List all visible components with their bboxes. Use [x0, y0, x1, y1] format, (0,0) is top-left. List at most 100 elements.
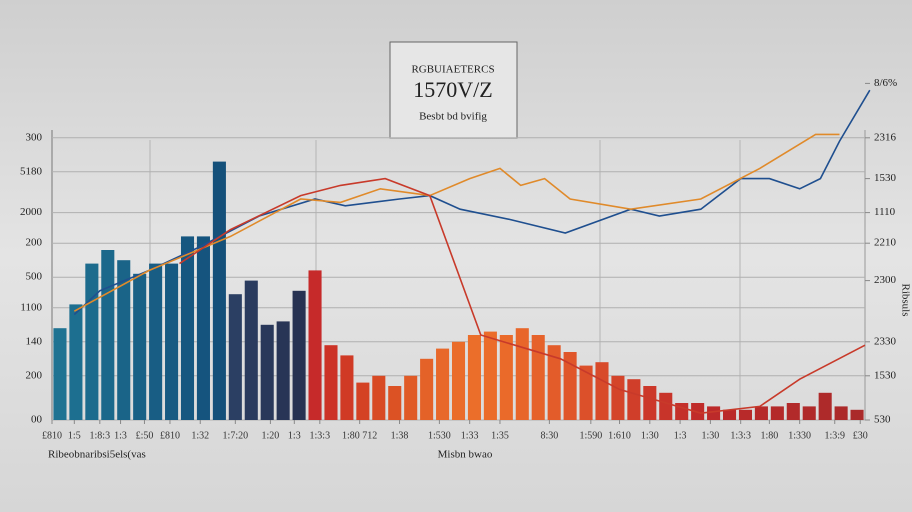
y-tick-label: 300 [26, 131, 43, 143]
x-tick-label: 1:3:3 [730, 430, 751, 441]
x-tick-label: 1:80 [760, 430, 778, 441]
x-tick-label: 1:30 [702, 430, 720, 441]
y2-tick-label: 1110 [874, 206, 896, 218]
y-tick-label: 2000 [20, 206, 43, 218]
bar [324, 345, 338, 420]
bar [850, 409, 864, 420]
bar [818, 392, 832, 420]
y2-tick-label: 2210 [874, 237, 897, 249]
bar [356, 382, 370, 420]
x-tick-label: 1:330 [788, 430, 811, 441]
x-tick-label: 1:8:3 [90, 430, 111, 441]
bar [643, 386, 657, 420]
bar [196, 236, 210, 420]
y-tick-label: 1100 [20, 301, 42, 313]
bar [420, 358, 434, 420]
x-tick-label: 1:32 [191, 430, 209, 441]
x-tick-label: 1:80 712 [342, 430, 377, 441]
y2-axis-label: Ribsuls [899, 283, 911, 316]
bar [292, 290, 306, 420]
y2-tick-label: 2316 [874, 131, 897, 143]
title-box [389, 41, 518, 139]
x-tick-label: 1:20 [262, 430, 280, 441]
x-tick-label: 1:3:3 [310, 430, 331, 441]
bar [515, 328, 529, 420]
x-tick-label: 1:3 [288, 430, 301, 441]
bar [770, 406, 784, 420]
bar [659, 392, 673, 420]
bar [85, 263, 99, 420]
bar [308, 270, 322, 420]
bar [133, 273, 147, 420]
line [73, 133, 840, 312]
x-axis-label: Misbn bwao [438, 449, 493, 461]
x-tick-label: £810 [160, 430, 180, 441]
bar [707, 406, 721, 420]
x-tick-label: £30 [853, 430, 868, 441]
x-tick-label: 1:610 [608, 430, 631, 441]
y2-tick-label: 1530 [874, 172, 897, 184]
bar [260, 324, 274, 420]
bar [69, 304, 83, 420]
x-tick-label: 1:3 [114, 430, 127, 441]
bar [372, 375, 386, 420]
bar [595, 362, 609, 420]
bar [101, 250, 115, 420]
y2-tick-label: 530 [874, 414, 891, 426]
bar [149, 263, 163, 420]
bar [451, 341, 466, 420]
bar [738, 409, 753, 420]
x-tick-label: 1:3 [674, 430, 687, 441]
bar [786, 403, 800, 420]
bar [165, 263, 179, 420]
bar [579, 365, 593, 420]
bar [611, 375, 625, 420]
x-tick-label: 1:30 [641, 430, 659, 441]
y2-tick-label: 1530 [874, 369, 897, 381]
bar [388, 386, 402, 420]
y-tick-label: 140 [26, 335, 43, 347]
bar [228, 294, 242, 420]
x-tick-label: 1:3:9 [824, 430, 845, 441]
y-tick-label: 5180 [20, 165, 43, 177]
x-tick-label: 8:30 [540, 430, 558, 441]
bar [563, 352, 577, 420]
x-tick-label: 1:590 [579, 430, 602, 441]
chart-caption: Besbt bd bvifig [419, 111, 487, 123]
bar [340, 355, 354, 420]
bar [404, 375, 418, 420]
x-tick-label: 1:35 [491, 430, 509, 441]
bar [531, 335, 545, 420]
y-tick-label: 500 [26, 271, 43, 283]
x-tick-label: £810 [42, 430, 62, 441]
bar [244, 280, 258, 420]
bar [436, 348, 450, 420]
x-tick-label: 1:33 [461, 430, 479, 441]
y2-tick-label: 2330 [874, 335, 897, 347]
bar [483, 331, 497, 420]
x-tick-label: 1:38 [391, 430, 409, 441]
bar [212, 161, 226, 420]
bar [180, 236, 195, 420]
y2-tick-label: 2300 [874, 274, 897, 286]
y2-tick-label: 8/6% [874, 77, 897, 89]
bar [834, 406, 848, 420]
chart-subtitle: 1570V/Z [413, 77, 492, 102]
bar [467, 335, 481, 420]
bar [754, 406, 768, 420]
x-tick-label: 1:7:20 [223, 430, 249, 441]
bar [499, 335, 513, 420]
left-note: Ribeobnaribsi5els(vas [48, 449, 146, 461]
bar [802, 406, 816, 420]
bar [276, 321, 290, 420]
y-tick-label: 200 [26, 369, 43, 381]
chart-title: RGBUIAETERCS [411, 64, 494, 76]
bar [722, 409, 737, 420]
bar [117, 260, 131, 420]
x-tick-label: 1:5 [68, 430, 81, 441]
y-tick-label: 00 [31, 414, 43, 426]
bar [53, 328, 67, 420]
x-tick-label: 1:530 [428, 430, 451, 441]
